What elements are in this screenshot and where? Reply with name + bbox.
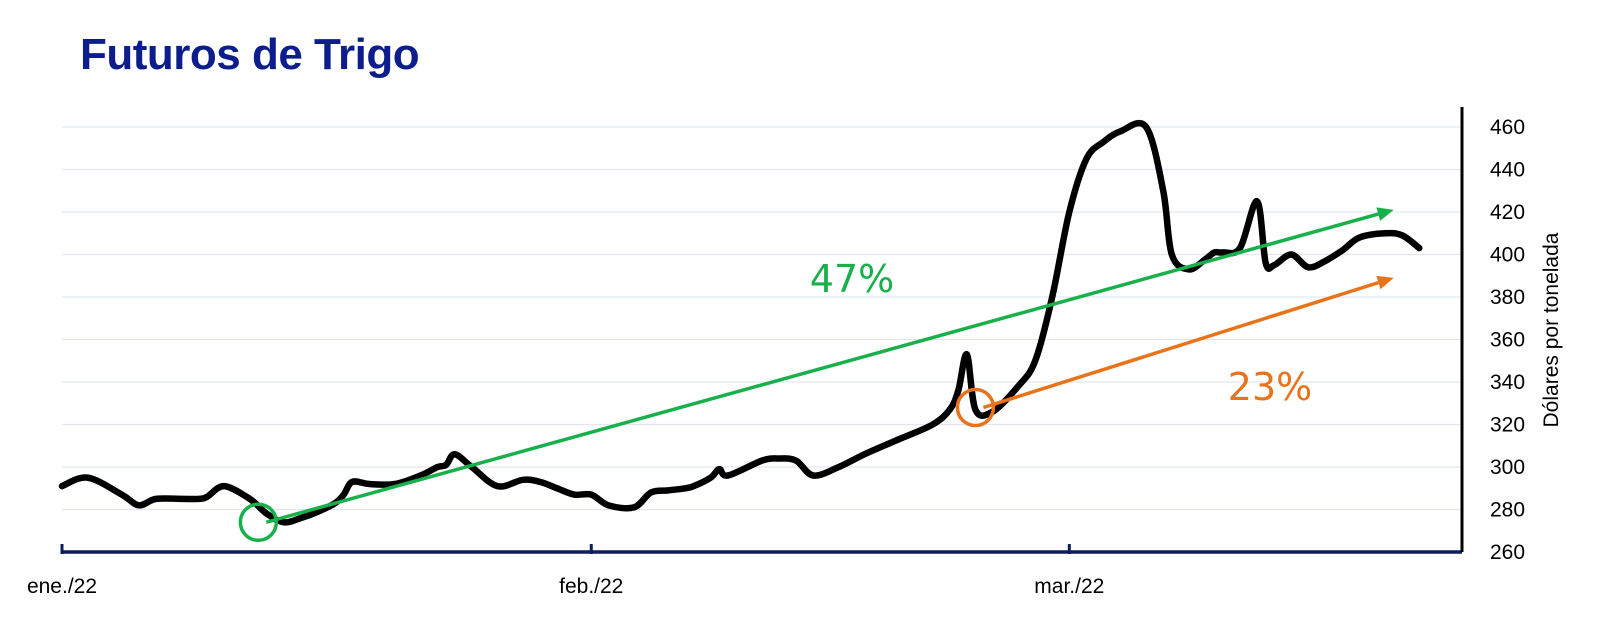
x-tick-label: mar./22: [1034, 575, 1104, 598]
annotation-arrowhead: [1376, 275, 1394, 290]
y-tick-label: 400: [1490, 244, 1525, 267]
annotations: 47% 23%: [238, 207, 1394, 542]
y-tick-label: 420: [1490, 201, 1525, 224]
y-tick-label: 320: [1490, 414, 1525, 437]
x-tick-label: feb./22: [559, 575, 623, 598]
y-axis-label: Dólares por tonelada: [1540, 232, 1563, 427]
annotation-arrow: [982, 280, 1379, 410]
price-line: [58, 119, 1423, 526]
x-axis-ticks: ene./22 feb./22 mar./22: [27, 544, 1104, 598]
grid-lines: [62, 126, 1462, 511]
y-tick-label: 280: [1490, 499, 1525, 522]
y-tick-label: 360: [1490, 329, 1525, 352]
x-tick-label: ene./22: [27, 575, 97, 598]
annotation-circle: [955, 387, 996, 428]
annotation-arrow: [265, 212, 1379, 524]
annotation-arrowhead: [1376, 207, 1394, 221]
y-tick-label: 380: [1490, 286, 1525, 309]
chart-title: Futuros de Trigo: [80, 30, 420, 79]
axes: [62, 107, 1464, 554]
y-axis-ticks: 260 280 300 320 340 360 380 400 420 440 460: [1490, 116, 1525, 564]
y-tick-label: 340: [1490, 371, 1525, 394]
series-group: [58, 119, 1423, 526]
y-tick-label: 300: [1490, 456, 1525, 479]
y-tick-label: 260: [1490, 541, 1525, 564]
annotation-circle: [238, 502, 279, 542]
y-tick-label: 440: [1490, 159, 1525, 182]
annotation-label: 47%: [810, 257, 894, 301]
y-tick-label: 460: [1490, 116, 1525, 139]
annotation-label: 23%: [1228, 365, 1312, 409]
